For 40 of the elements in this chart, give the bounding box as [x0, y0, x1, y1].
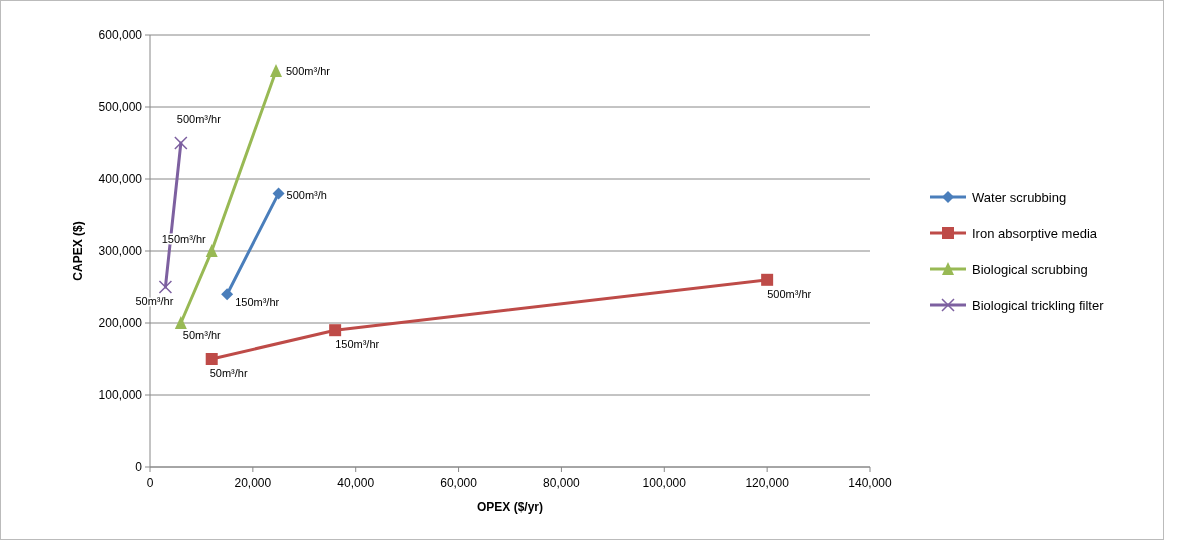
legend-label: Biological scrubbing — [972, 262, 1088, 277]
y-tick-label: 200,000 — [98, 316, 143, 330]
x-tick-label: 140,000 — [848, 476, 893, 490]
y-axis-title: CAPEX ($) — [71, 221, 85, 281]
point — [329, 324, 342, 337]
point — [270, 64, 282, 77]
x-tick-label: 20,000 — [234, 476, 272, 490]
annotation: 50m³/hr — [135, 295, 174, 307]
annotation: 50m³/hr — [182, 329, 222, 341]
y-tick-label: 0 — [135, 460, 143, 474]
point — [761, 273, 774, 286]
x-axis-title: OPEX ($/yr) — [476, 500, 544, 514]
y-tick-label: 400,000 — [98, 172, 143, 186]
point — [158, 280, 173, 294]
legend-label: Biological trickling filter — [972, 298, 1105, 313]
y-tick-label: 600,000 — [98, 28, 143, 42]
y-tick-label: 300,000 — [98, 244, 143, 258]
y-tick-label: 500,000 — [98, 100, 143, 114]
x-tick-label: 40,000 — [337, 476, 375, 490]
legend-label: Iron absorptive media — [972, 226, 1098, 241]
annotation: 500m³/hr — [286, 65, 331, 77]
x-tick-label: 0 — [146, 476, 154, 490]
annotation: 150m³/hr — [235, 296, 280, 309]
annotation: 500m³/hr — [176, 113, 222, 125]
point — [272, 187, 285, 200]
annotation: 150m³/hr — [335, 338, 380, 351]
point — [205, 244, 218, 257]
legend-label: Water scrubbing — [972, 190, 1067, 205]
annotation: 500m³/h — [286, 189, 327, 202]
point — [174, 136, 188, 150]
point — [221, 288, 234, 301]
point — [174, 316, 187, 329]
x-tick-label: 60,000 — [440, 476, 478, 490]
x-tick-label: 120,000 — [745, 476, 790, 490]
x-tick-label: 100,000 — [642, 476, 687, 490]
annotation: 500m³/hr — [767, 287, 812, 300]
x-tick-label: 80,000 — [543, 476, 581, 490]
point — [205, 353, 218, 365]
annotation: 50m³/hr — [209, 367, 248, 379]
y-tick-label: 100,000 — [98, 388, 143, 402]
